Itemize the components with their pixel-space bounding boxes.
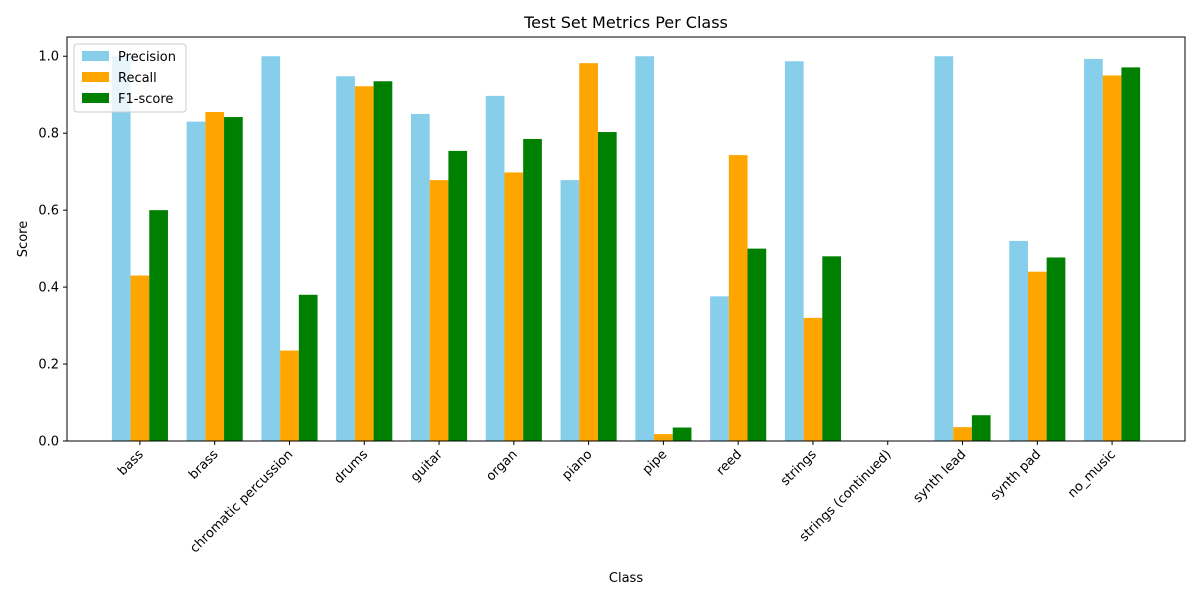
x-tick-label: pipe bbox=[640, 447, 670, 477]
bar-f1-score-5 bbox=[523, 138, 542, 441]
x-axis-label: Class bbox=[609, 571, 643, 586]
legend-label: Precision bbox=[118, 50, 176, 65]
bar-f1-score-7 bbox=[672, 427, 692, 441]
bar-recall-13 bbox=[1102, 75, 1122, 441]
bar-precision-7 bbox=[635, 56, 655, 442]
x-tick-label: bass bbox=[115, 447, 147, 479]
bar-precision-2 bbox=[261, 56, 281, 442]
y-tick-label: 0.6 bbox=[38, 204, 59, 219]
bar-recall-3 bbox=[354, 86, 374, 441]
bars-layer bbox=[111, 56, 1141, 442]
x-tick-label: guitar bbox=[408, 447, 446, 485]
x-tick-label: synth pad bbox=[988, 447, 1044, 503]
bar-precision-9 bbox=[784, 61, 804, 442]
bar-precision-11 bbox=[934, 56, 954, 442]
bar-recall-8 bbox=[728, 155, 748, 441]
bar-precision-13 bbox=[1084, 58, 1103, 442]
bar-precision-5 bbox=[485, 95, 505, 442]
bar-f1-score-1 bbox=[224, 117, 243, 441]
x-tick-label: reed bbox=[714, 447, 745, 478]
bar-f1-score-11 bbox=[971, 415, 991, 441]
x-tick-label: brass bbox=[186, 447, 222, 483]
bar-recall-9 bbox=[803, 317, 823, 441]
legend-swatch-f1-score bbox=[82, 93, 109, 103]
legend: Precision Recall F1-score bbox=[73, 43, 187, 113]
bar-recall-5 bbox=[504, 172, 524, 441]
x-tick-label: piano bbox=[559, 447, 595, 483]
bar-recall-4 bbox=[429, 180, 449, 441]
y-tick-label: 0.0 bbox=[38, 435, 59, 450]
bar-precision-8 bbox=[710, 296, 729, 441]
bar-recall-1 bbox=[205, 112, 225, 441]
legend-swatch-recall bbox=[82, 72, 109, 82]
legend-label: Recall bbox=[118, 71, 157, 86]
legend-label: F1-score bbox=[118, 92, 173, 107]
y-tick-label: 0.8 bbox=[38, 127, 59, 142]
bar-precision-12 bbox=[1009, 240, 1028, 441]
bar-precision-3 bbox=[336, 76, 355, 441]
bar-precision-0 bbox=[111, 56, 131, 442]
plot-frame bbox=[66, 36, 1186, 442]
y-tick-label: 1.0 bbox=[38, 50, 59, 65]
y-axis-label: Score bbox=[16, 221, 31, 257]
x-tick-label: organ bbox=[484, 447, 521, 484]
bar-recall-12 bbox=[1027, 271, 1047, 441]
bar-recall-7 bbox=[654, 434, 673, 441]
bar-f1-score-13 bbox=[1121, 67, 1141, 442]
y-tick-label: 0.4 bbox=[38, 281, 59, 296]
chart-title: Test Set Metrics Per Class bbox=[523, 13, 728, 32]
bar-precision-1 bbox=[186, 121, 206, 442]
bar-f1-score-12 bbox=[1046, 257, 1066, 441]
x-tick-label: no_music bbox=[1065, 447, 1119, 501]
bar-f1-score-0 bbox=[149, 210, 168, 441]
bar-f1-score-4 bbox=[448, 150, 468, 441]
bar-f1-score-2 bbox=[298, 294, 318, 441]
bar-precision-6 bbox=[560, 180, 580, 441]
bar-f1-score-3 bbox=[373, 81, 393, 441]
y-tick-label: 0.2 bbox=[38, 358, 59, 373]
x-tick-label: drums bbox=[331, 447, 371, 487]
bar-f1-score-9 bbox=[822, 256, 841, 441]
bar-recall-0 bbox=[130, 275, 150, 441]
bar-recall-11 bbox=[953, 427, 972, 441]
legend-swatch-precision bbox=[82, 51, 109, 61]
bar-recall-2 bbox=[280, 350, 299, 441]
bar-f1-score-8 bbox=[747, 248, 767, 441]
bar-precision-4 bbox=[411, 113, 430, 441]
bar-f1-score-6 bbox=[597, 132, 617, 442]
bar-recall-6 bbox=[579, 63, 598, 441]
x-tick-label: strings bbox=[778, 447, 820, 489]
x-tick-label: synth lead bbox=[911, 447, 970, 506]
y-axis: 0.0 0.2 0.4 0.6 0.8 1.0 bbox=[38, 50, 67, 450]
